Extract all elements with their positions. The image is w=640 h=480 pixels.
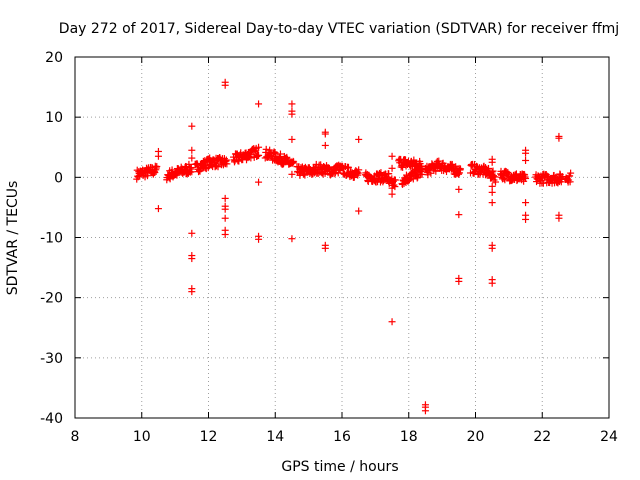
band-point: [276, 150, 284, 158]
band-point: [255, 151, 263, 159]
scatter-point: [388, 318, 396, 326]
band-point: [223, 160, 231, 168]
band-point: [391, 176, 399, 184]
y-tick-label: -40: [40, 411, 63, 427]
scatter-point: [388, 184, 396, 192]
scatter-point: [288, 100, 296, 108]
scatter-point: [288, 110, 296, 118]
scatter-point: [188, 154, 196, 162]
scatter-point: [555, 214, 563, 222]
scatter-point: [355, 207, 363, 215]
grid-lines: [75, 57, 609, 418]
band-point: [301, 171, 309, 179]
band-point: [492, 178, 500, 186]
scatter-point: [288, 170, 296, 178]
scatter-point: [488, 188, 496, 196]
x-tick-label: 20: [467, 429, 485, 445]
scatter-point: [522, 156, 530, 164]
y-tick-label: -10: [40, 231, 63, 247]
y-axis-label: SDTVAR / TECUs: [5, 181, 21, 296]
scatter-point: [455, 211, 463, 219]
scatter-point: [522, 199, 530, 207]
scatter-point: [455, 185, 463, 193]
y-tick-label: -20: [40, 291, 63, 307]
scatter-point: [221, 205, 229, 213]
band-point: [355, 166, 363, 174]
scatter-point: [221, 194, 229, 202]
scatter-point: [188, 146, 196, 154]
scatter-point: [488, 158, 496, 166]
x-tick-label: 14: [266, 429, 284, 445]
scatter-point: [522, 215, 530, 223]
band-point: [567, 169, 575, 177]
scatter-point: [255, 100, 263, 108]
scatter-point: [488, 182, 496, 190]
scatter-point: [221, 214, 229, 222]
scatter-point: [288, 135, 296, 143]
scatter-point: [221, 230, 229, 238]
scatter-point: [188, 288, 196, 296]
scatter-point: [522, 149, 530, 157]
scatter-point: [221, 81, 229, 89]
scatter-point: [188, 122, 196, 130]
x-tick-label: 10: [133, 429, 151, 445]
band-point: [188, 168, 196, 176]
x-tick-label: 22: [533, 429, 551, 445]
scatter-point: [188, 229, 196, 237]
y-tick-label: 20: [45, 50, 63, 66]
scatter-point: [355, 135, 363, 143]
scatter-point: [255, 143, 263, 151]
band-point: [456, 165, 464, 173]
band-point: [385, 170, 393, 178]
band-point: [290, 158, 298, 166]
scatter-point: [488, 244, 496, 252]
scatter-point: [388, 190, 396, 198]
scatter-point: [321, 141, 329, 149]
scatter-point: [321, 244, 329, 252]
band-point: [432, 167, 440, 175]
scatter-point: [388, 164, 396, 172]
band-point: [424, 171, 432, 179]
scatter-point: [555, 134, 563, 142]
y-tick-label: 0: [54, 170, 63, 186]
scatter-point: [455, 277, 463, 285]
chart-title: Day 272 of 2017, Sidereal Day-to-day VTE…: [59, 21, 619, 37]
scatter-point: [488, 279, 496, 287]
y-tick-label: -30: [40, 351, 63, 367]
scatter-point: [154, 205, 162, 213]
x-tick-label: 24: [600, 429, 618, 445]
scatter-point: [255, 178, 263, 186]
x-tick-label: 18: [400, 429, 418, 445]
scatter-point: [388, 152, 396, 160]
band-point: [566, 178, 574, 186]
band-point: [427, 169, 435, 177]
band-point: [270, 148, 278, 156]
scatter-point: [188, 255, 196, 263]
band-point: [522, 174, 530, 182]
y-tick-label: 10: [45, 110, 63, 126]
data-points: [133, 78, 575, 415]
scatter-point: [421, 407, 429, 415]
scatter-point: [288, 235, 296, 243]
scatter-point: [154, 152, 162, 160]
band-point: [344, 163, 352, 171]
scatter-point: [255, 235, 263, 243]
x-tick-label: 8: [71, 429, 80, 445]
scatter-point: [321, 130, 329, 138]
band-point: [153, 162, 161, 170]
x-tick-label: 12: [200, 429, 218, 445]
scatter-point: [488, 199, 496, 207]
axes: 8 10 12 14 16 18 20 22 24 -40 -30 -20 -10 0 10 20: [40, 50, 618, 445]
x-tick-label: 16: [333, 429, 351, 445]
x-axis-label: GPS time / hours: [281, 459, 398, 475]
